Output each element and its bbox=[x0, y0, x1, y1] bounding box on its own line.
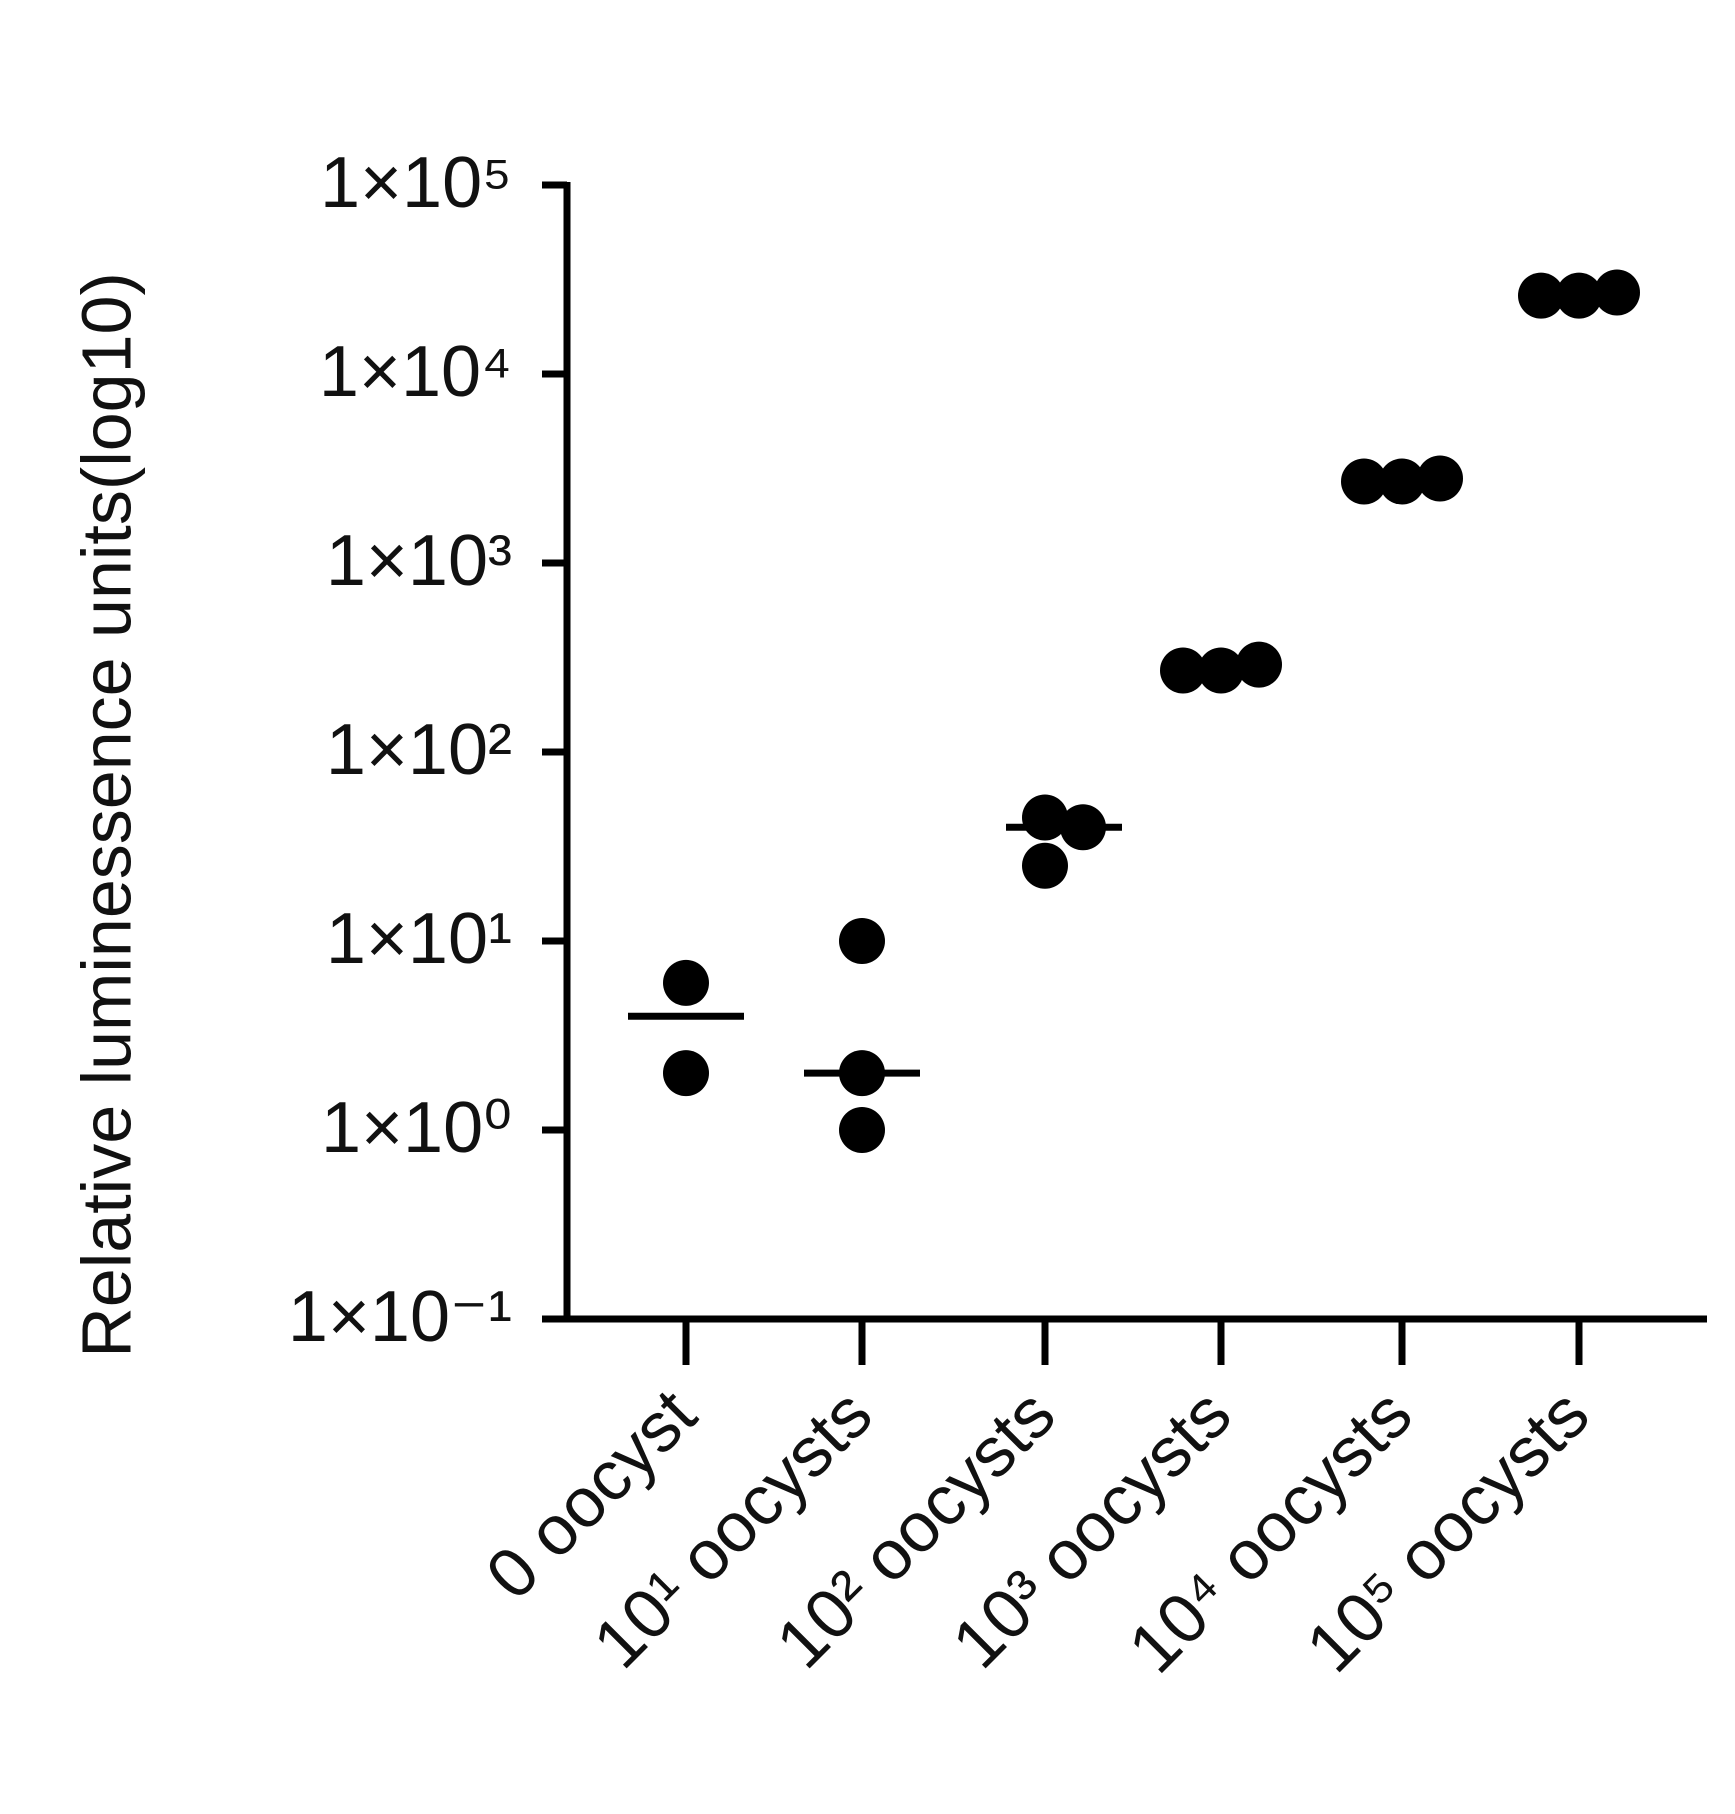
data-point bbox=[839, 1107, 885, 1153]
data-point bbox=[1022, 842, 1068, 889]
y-tick-label: 1×10³ bbox=[326, 521, 512, 601]
data-point bbox=[663, 1050, 709, 1097]
y-tick-label: 1×10⁴ bbox=[319, 332, 512, 412]
y-tick-label: 1×10¹ bbox=[326, 899, 512, 979]
data-point bbox=[839, 918, 885, 964]
data-point bbox=[1236, 641, 1282, 688]
data-point bbox=[663, 959, 709, 1006]
y-axis-title: Relative luminessence units(log10) bbox=[67, 272, 145, 1358]
y-tick-label: 1×10² bbox=[326, 710, 512, 790]
y-tick-label: 1×10⁻¹ bbox=[288, 1277, 512, 1357]
y-tick-label: 1×10⁵ bbox=[320, 143, 512, 223]
y-tick-label: 1×10⁰ bbox=[321, 1088, 512, 1168]
